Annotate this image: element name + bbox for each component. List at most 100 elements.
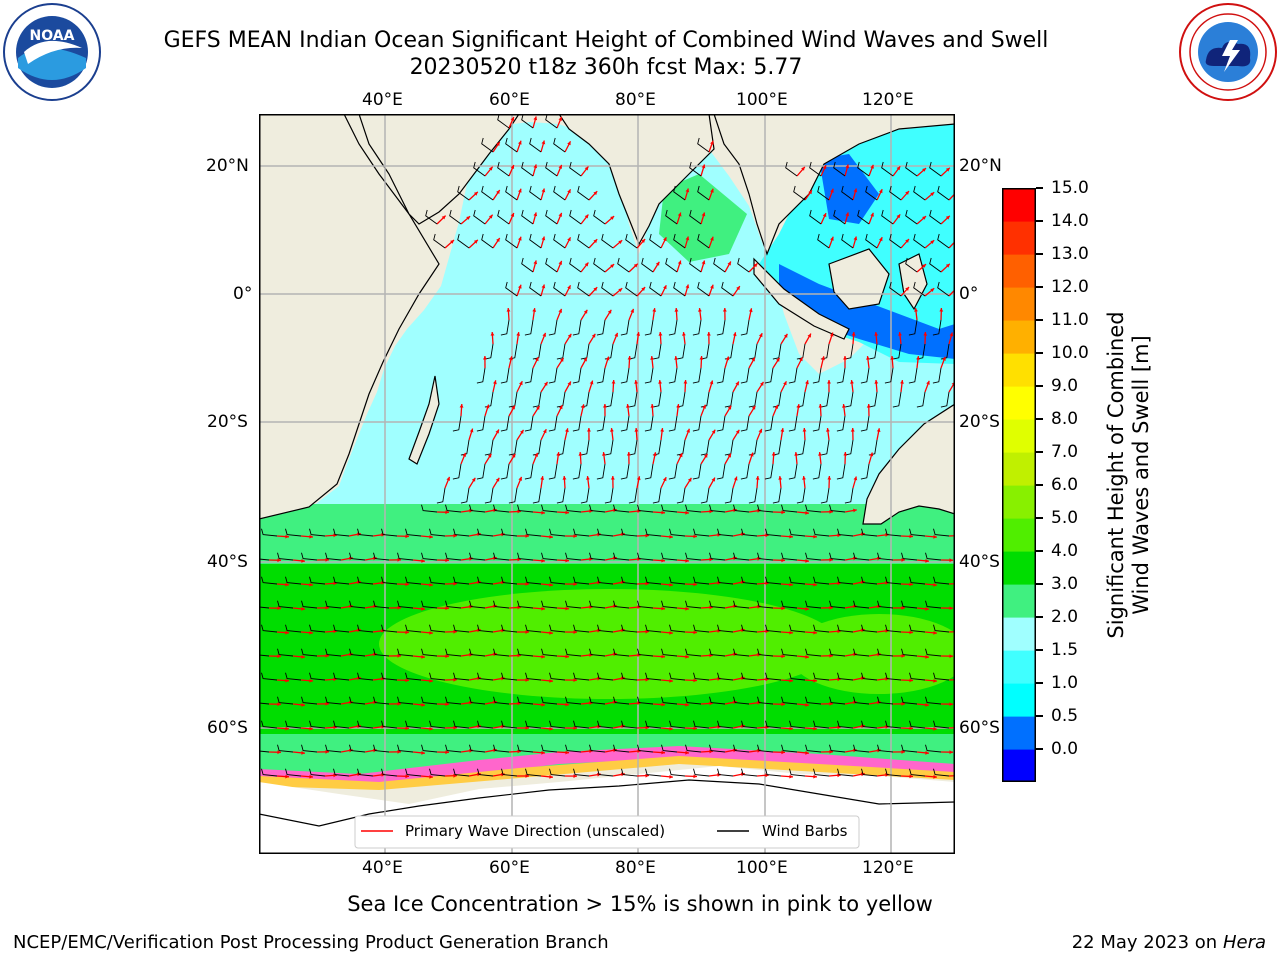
wave-arrow-head <box>285 582 289 587</box>
wind-barb <box>285 624 302 633</box>
wind-barb <box>617 257 630 273</box>
wind-barb <box>613 504 630 513</box>
colorbar-tick-mark <box>1036 649 1043 651</box>
wind-barb <box>669 528 686 537</box>
wind-barb <box>837 672 854 681</box>
wave-arrow-head <box>610 264 615 268</box>
wind-barb <box>453 720 470 729</box>
wave-arrow-head <box>711 429 716 434</box>
wave-arrow-head <box>421 654 425 659</box>
wind-barb <box>685 744 702 753</box>
wave-arrow-head <box>593 191 598 196</box>
wind-barb <box>853 696 870 705</box>
wave-arrow-head <box>459 404 464 408</box>
wind-barb <box>829 504 846 513</box>
colorbar-segment <box>1002 287 1036 321</box>
sulawesi-land <box>898 253 928 311</box>
wave-arrow-head <box>661 606 665 611</box>
wave-arrow-head <box>909 582 913 587</box>
wind-barb <box>476 415 486 432</box>
wind-barb <box>697 233 710 249</box>
wave-arrow-head <box>441 215 446 220</box>
wind-barb <box>469 504 486 513</box>
wave-arrow-head <box>565 510 569 515</box>
wind-barb <box>285 576 302 585</box>
wind-barb <box>573 576 590 585</box>
wind-barb <box>689 161 702 177</box>
wave-arrow-head <box>533 260 538 265</box>
wave-arrow-head <box>610 428 614 432</box>
wave-arrow-head <box>874 380 879 384</box>
wind-barb <box>817 233 830 249</box>
wave-arrow-head <box>277 654 281 659</box>
map-legend: Primary Wave Direction (unscaled) Wind B… <box>354 815 860 849</box>
wave-direction-arrow <box>948 631 955 633</box>
wave-arrow-head <box>511 405 515 410</box>
wind-barb <box>781 600 798 609</box>
wind-barb <box>940 343 950 360</box>
wind-barb <box>541 648 558 657</box>
wind-barb <box>597 624 614 633</box>
wind-barb <box>524 367 534 384</box>
wind-barb <box>497 209 510 225</box>
wave-arrow-head <box>678 453 683 458</box>
wave-arrow-head <box>765 725 769 730</box>
wind-barb <box>577 233 590 249</box>
wind-barb <box>529 233 542 249</box>
colorbar-label-line1: Significant Height of Combined <box>1104 311 1128 639</box>
colorbar-tick-mark <box>1036 385 1043 387</box>
wind-barb <box>325 696 342 705</box>
lat-label-right: 40°S <box>959 552 1000 572</box>
wind-barb <box>481 137 494 153</box>
wave-arrow-head <box>429 678 433 683</box>
wave-arrow-head <box>949 606 953 611</box>
wind-barb <box>565 696 582 705</box>
wave-arrow-head <box>325 654 329 658</box>
wind-barb <box>649 281 662 297</box>
wave-arrow-head <box>636 332 641 336</box>
lon-label-top: 120°E <box>862 90 914 110</box>
wind-barb <box>477 528 494 537</box>
wave-arrow-head <box>805 654 809 659</box>
wind-barb <box>628 391 638 408</box>
wind-barb <box>877 648 894 657</box>
wave-arrow-head <box>685 654 689 659</box>
wind-barb <box>593 257 606 273</box>
colorbar-tick-mark <box>1036 583 1043 585</box>
wave-arrow-head <box>901 606 905 610</box>
wind-barb <box>693 672 710 681</box>
colorbar-segment <box>1002 617 1036 651</box>
wave-arrow-head <box>853 188 858 193</box>
wind-barb <box>885 672 902 681</box>
wave-arrow-head <box>627 356 632 360</box>
wind-barb <box>549 624 566 633</box>
wind-barb <box>844 487 854 504</box>
wave-arrow-head <box>698 308 702 312</box>
wave-arrow-head <box>589 509 593 513</box>
wave-arrow-head <box>905 239 909 243</box>
wave-arrow-head <box>733 476 738 481</box>
wind-barb <box>505 185 518 201</box>
credit-text: NCEP/EMC/Verification Post Processing Pr… <box>13 932 609 953</box>
colorbar-tick-label: 12.0 <box>1051 277 1089 297</box>
wind-barb <box>733 696 750 705</box>
wave-arrow-head <box>922 264 926 268</box>
wind-barb <box>621 720 638 729</box>
lon-label-bottom: 80°E <box>615 858 656 878</box>
wind-barb <box>405 528 422 537</box>
wind-barb <box>844 343 854 360</box>
wind-barb <box>709 504 726 513</box>
wave-arrow-head <box>685 284 690 289</box>
wave-arrow-head <box>565 606 569 611</box>
wind-barb <box>285 528 302 537</box>
wind-barb <box>501 624 518 633</box>
wind-barb <box>477 672 494 681</box>
wind-barb <box>645 768 662 777</box>
wind-barb <box>525 528 542 537</box>
wind-barb <box>421 648 438 657</box>
wind-barb <box>820 439 830 456</box>
wave-arrow-head <box>945 263 950 268</box>
wave-arrow-head <box>901 702 905 706</box>
wave-arrow-head <box>453 581 457 586</box>
wave-arrow-head <box>453 677 457 682</box>
